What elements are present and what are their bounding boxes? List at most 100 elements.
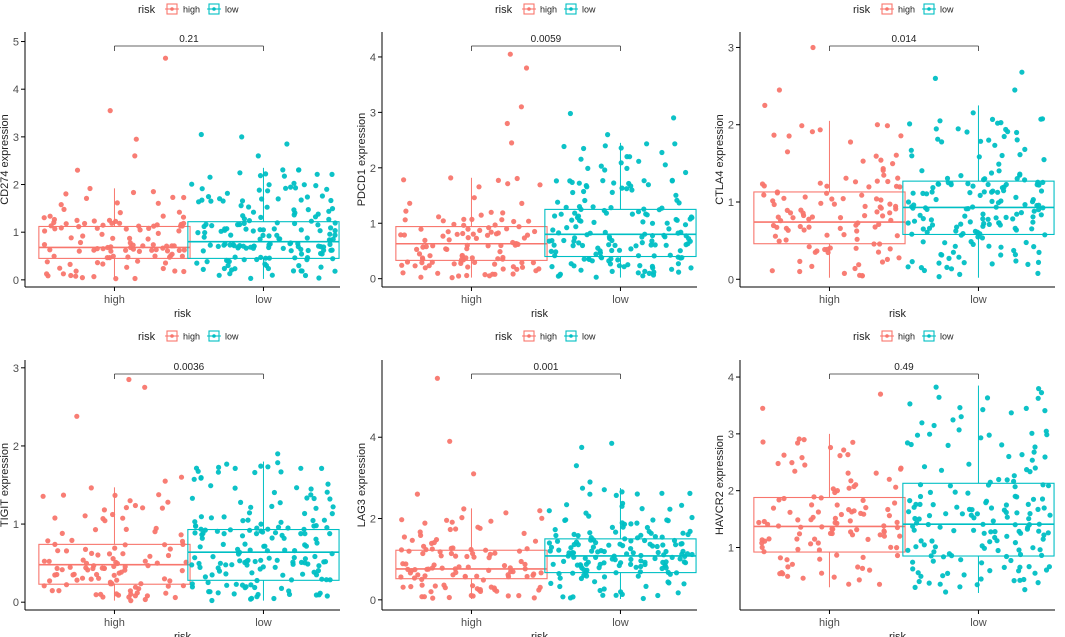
data-point-low <box>958 221 964 227</box>
legend-key-high <box>522 330 536 342</box>
data-point-low <box>675 261 682 267</box>
data-point-high <box>448 550 454 557</box>
data-point-low <box>572 235 578 241</box>
data-point-low <box>232 266 238 272</box>
data-point-high <box>163 590 169 596</box>
y-tick-label: 2 <box>728 120 734 132</box>
data-point-high <box>874 122 881 128</box>
data-point-high <box>181 247 187 253</box>
data-point-high <box>511 218 517 225</box>
legend-label-high: high <box>183 5 200 15</box>
data-point-high <box>406 548 412 554</box>
data-point-low <box>1046 564 1052 570</box>
data-point-low <box>322 559 329 565</box>
data-point-low <box>304 194 310 200</box>
y-tick-label: 4 <box>370 52 376 64</box>
data-point-high <box>894 233 900 239</box>
data-point-low <box>1045 530 1051 536</box>
data-point-high <box>133 136 139 142</box>
data-point-high <box>100 516 106 522</box>
data-point-low <box>313 183 319 189</box>
legend-key-high <box>880 330 894 342</box>
data-point-low <box>651 253 657 259</box>
data-point-low <box>242 585 248 591</box>
data-point-low <box>200 266 206 272</box>
data-point-low <box>254 525 260 531</box>
y-tick-label: 5 <box>13 37 19 49</box>
data-point-low <box>576 204 583 210</box>
data-point-high <box>874 209 880 215</box>
data-point-low <box>971 515 977 521</box>
data-point-high <box>531 595 537 601</box>
data-point-high <box>110 556 116 562</box>
data-point-low <box>575 533 581 539</box>
data-point-low <box>1031 244 1037 250</box>
data-point-high <box>482 272 488 278</box>
data-point-low <box>643 583 649 590</box>
legend-title: risk <box>853 4 871 16</box>
data-point-low <box>1035 395 1041 401</box>
data-point-low <box>927 489 934 495</box>
data-point-high <box>537 182 543 188</box>
data-point-high <box>445 229 451 235</box>
data-point-low <box>907 401 913 407</box>
data-point-high <box>176 209 182 215</box>
data-point-high <box>82 546 89 553</box>
box-iqr <box>544 208 697 258</box>
data-point-low <box>1023 239 1029 246</box>
data-point-high <box>449 519 455 525</box>
data-point-low <box>327 231 333 237</box>
data-point-low <box>220 541 226 548</box>
data-point-low <box>560 594 566 600</box>
data-point-low <box>299 268 305 274</box>
data-point-high <box>474 573 480 579</box>
data-point-low <box>311 523 317 529</box>
data-point-high <box>454 231 460 237</box>
data-point-low <box>635 270 641 276</box>
data-point-low <box>232 465 238 471</box>
x-tick-label-low: low <box>255 617 272 629</box>
data-point-low <box>957 584 963 590</box>
data-point-low <box>929 189 935 195</box>
y-tick-label: 4 <box>13 84 19 96</box>
data-point-high <box>814 248 820 254</box>
data-point-high <box>435 270 441 276</box>
data-point-low <box>1038 390 1045 396</box>
data-point-high <box>112 545 118 551</box>
data-point-high <box>504 226 510 232</box>
legend: risk high low <box>138 3 239 16</box>
data-point-low <box>1012 493 1018 499</box>
data-point-high <box>530 572 536 578</box>
data-point-high <box>775 214 781 220</box>
data-point-low <box>1003 502 1010 508</box>
data-point-low <box>240 213 246 219</box>
y-tick-label: 3 <box>728 42 734 54</box>
data-point-low <box>936 181 942 187</box>
data-point-high <box>815 509 822 515</box>
data-point-high <box>505 181 511 187</box>
data-point-high <box>145 563 151 569</box>
data-point-low <box>910 559 916 565</box>
data-point-high <box>766 536 772 542</box>
data-point-low <box>1008 557 1014 564</box>
data-point-high <box>112 492 118 498</box>
data-point-low <box>263 255 269 261</box>
data-point-low <box>926 225 933 231</box>
data-point-low <box>291 212 297 218</box>
data-point-low <box>628 521 634 527</box>
data-point-high <box>483 547 489 553</box>
data-point-low <box>937 581 943 587</box>
data-point-low <box>578 563 584 569</box>
data-point-low <box>294 485 300 491</box>
data-point-low <box>980 216 986 222</box>
data-point-high <box>422 237 428 243</box>
data-point-low <box>550 227 556 233</box>
data-point-high <box>488 229 494 235</box>
data-point-high <box>499 217 505 223</box>
data-point-low <box>241 257 247 263</box>
data-point-high <box>179 538 186 545</box>
data-point-low <box>905 264 911 270</box>
data-point-low <box>244 562 250 568</box>
data-point-high <box>530 260 537 266</box>
data-point-low <box>332 228 338 234</box>
